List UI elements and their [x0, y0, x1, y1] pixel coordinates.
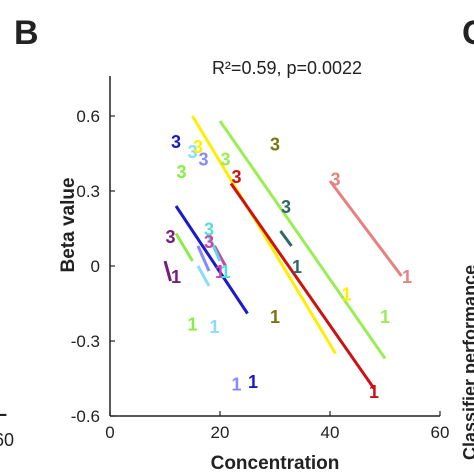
data-point-9-0: 3: [220, 150, 230, 170]
x-axis-label: Concentration: [211, 453, 340, 474]
left-cut-glyph: L: [0, 400, 7, 420]
x-tick-label: 60: [431, 423, 450, 442]
y-tick-label: 0.3: [76, 182, 100, 201]
data-point-10-0: 3: [270, 135, 280, 155]
data-point-0-0: 3: [165, 227, 175, 247]
data-point-2-0: 3: [171, 132, 181, 152]
data-point-0-1: 1: [171, 267, 181, 287]
series-line-6: [207, 235, 222, 262]
series-line-1: [174, 232, 194, 262]
y-tick-label: -0.3: [71, 332, 100, 351]
series-line-11: [279, 230, 293, 247]
series-line-2: [174, 205, 249, 315]
data-point-6-0: 3: [204, 220, 214, 240]
series-lines: [163, 115, 403, 390]
data-point-5-0: 3: [204, 232, 214, 252]
x-tick-label: 40: [321, 423, 340, 442]
panel-label: B: [14, 14, 39, 52]
next-panel-label: C: [462, 14, 474, 52]
data-point-5-1: 1: [215, 262, 225, 282]
series-line-3: [196, 265, 211, 287]
y-tick-label: 0: [91, 257, 100, 276]
data-point-6-1: 1: [220, 262, 230, 282]
chart-annotation: R²=0.59, p=0.0022: [212, 58, 362, 78]
y-tick-label: -0.6: [71, 407, 100, 426]
data-point-2-1: 1: [248, 372, 258, 392]
data-point-9-1: 1: [380, 307, 390, 327]
data-point-4-0: 3: [198, 150, 208, 170]
data-point-8-0: 3: [231, 167, 241, 187]
series-line-4: [196, 245, 211, 272]
series-line-7: [191, 115, 337, 355]
data-point-11-1: 1: [292, 257, 302, 277]
ticks-layer: 0 20 40 60 0.6 0.3 0 -0.3 -0.6: [71, 107, 450, 442]
right-cut-label: Classifier performance: [460, 265, 474, 460]
data-point-8-1: 1: [369, 382, 379, 402]
data-point-7-1: 1: [341, 285, 351, 305]
y-axis-label: Beta value: [58, 177, 79, 272]
data-point-1-0: 3: [176, 162, 186, 182]
x-tick-label: 20: [211, 423, 230, 442]
data-point-12-0: 3: [330, 170, 340, 190]
data-point-1-1: 1: [187, 315, 197, 335]
series-line-9: [218, 120, 387, 360]
data-point-12-1: 1: [402, 267, 412, 287]
data-point-10-1: 1: [270, 307, 280, 327]
data-point-3-0: 3: [187, 142, 197, 162]
data-point-7-0: 3: [193, 137, 203, 157]
x-tick-label: 0: [105, 423, 114, 442]
data-point-3-1: 1: [209, 317, 219, 337]
series-line-8: [229, 182, 376, 390]
data-point-11-0: 3: [281, 197, 291, 217]
series-line-0: [163, 260, 172, 282]
data-point-4-1: 1: [231, 375, 241, 395]
series-line-12: [328, 180, 403, 277]
y-tick-label: 0.6: [76, 107, 100, 126]
left-cut-tick: 60: [0, 430, 14, 450]
